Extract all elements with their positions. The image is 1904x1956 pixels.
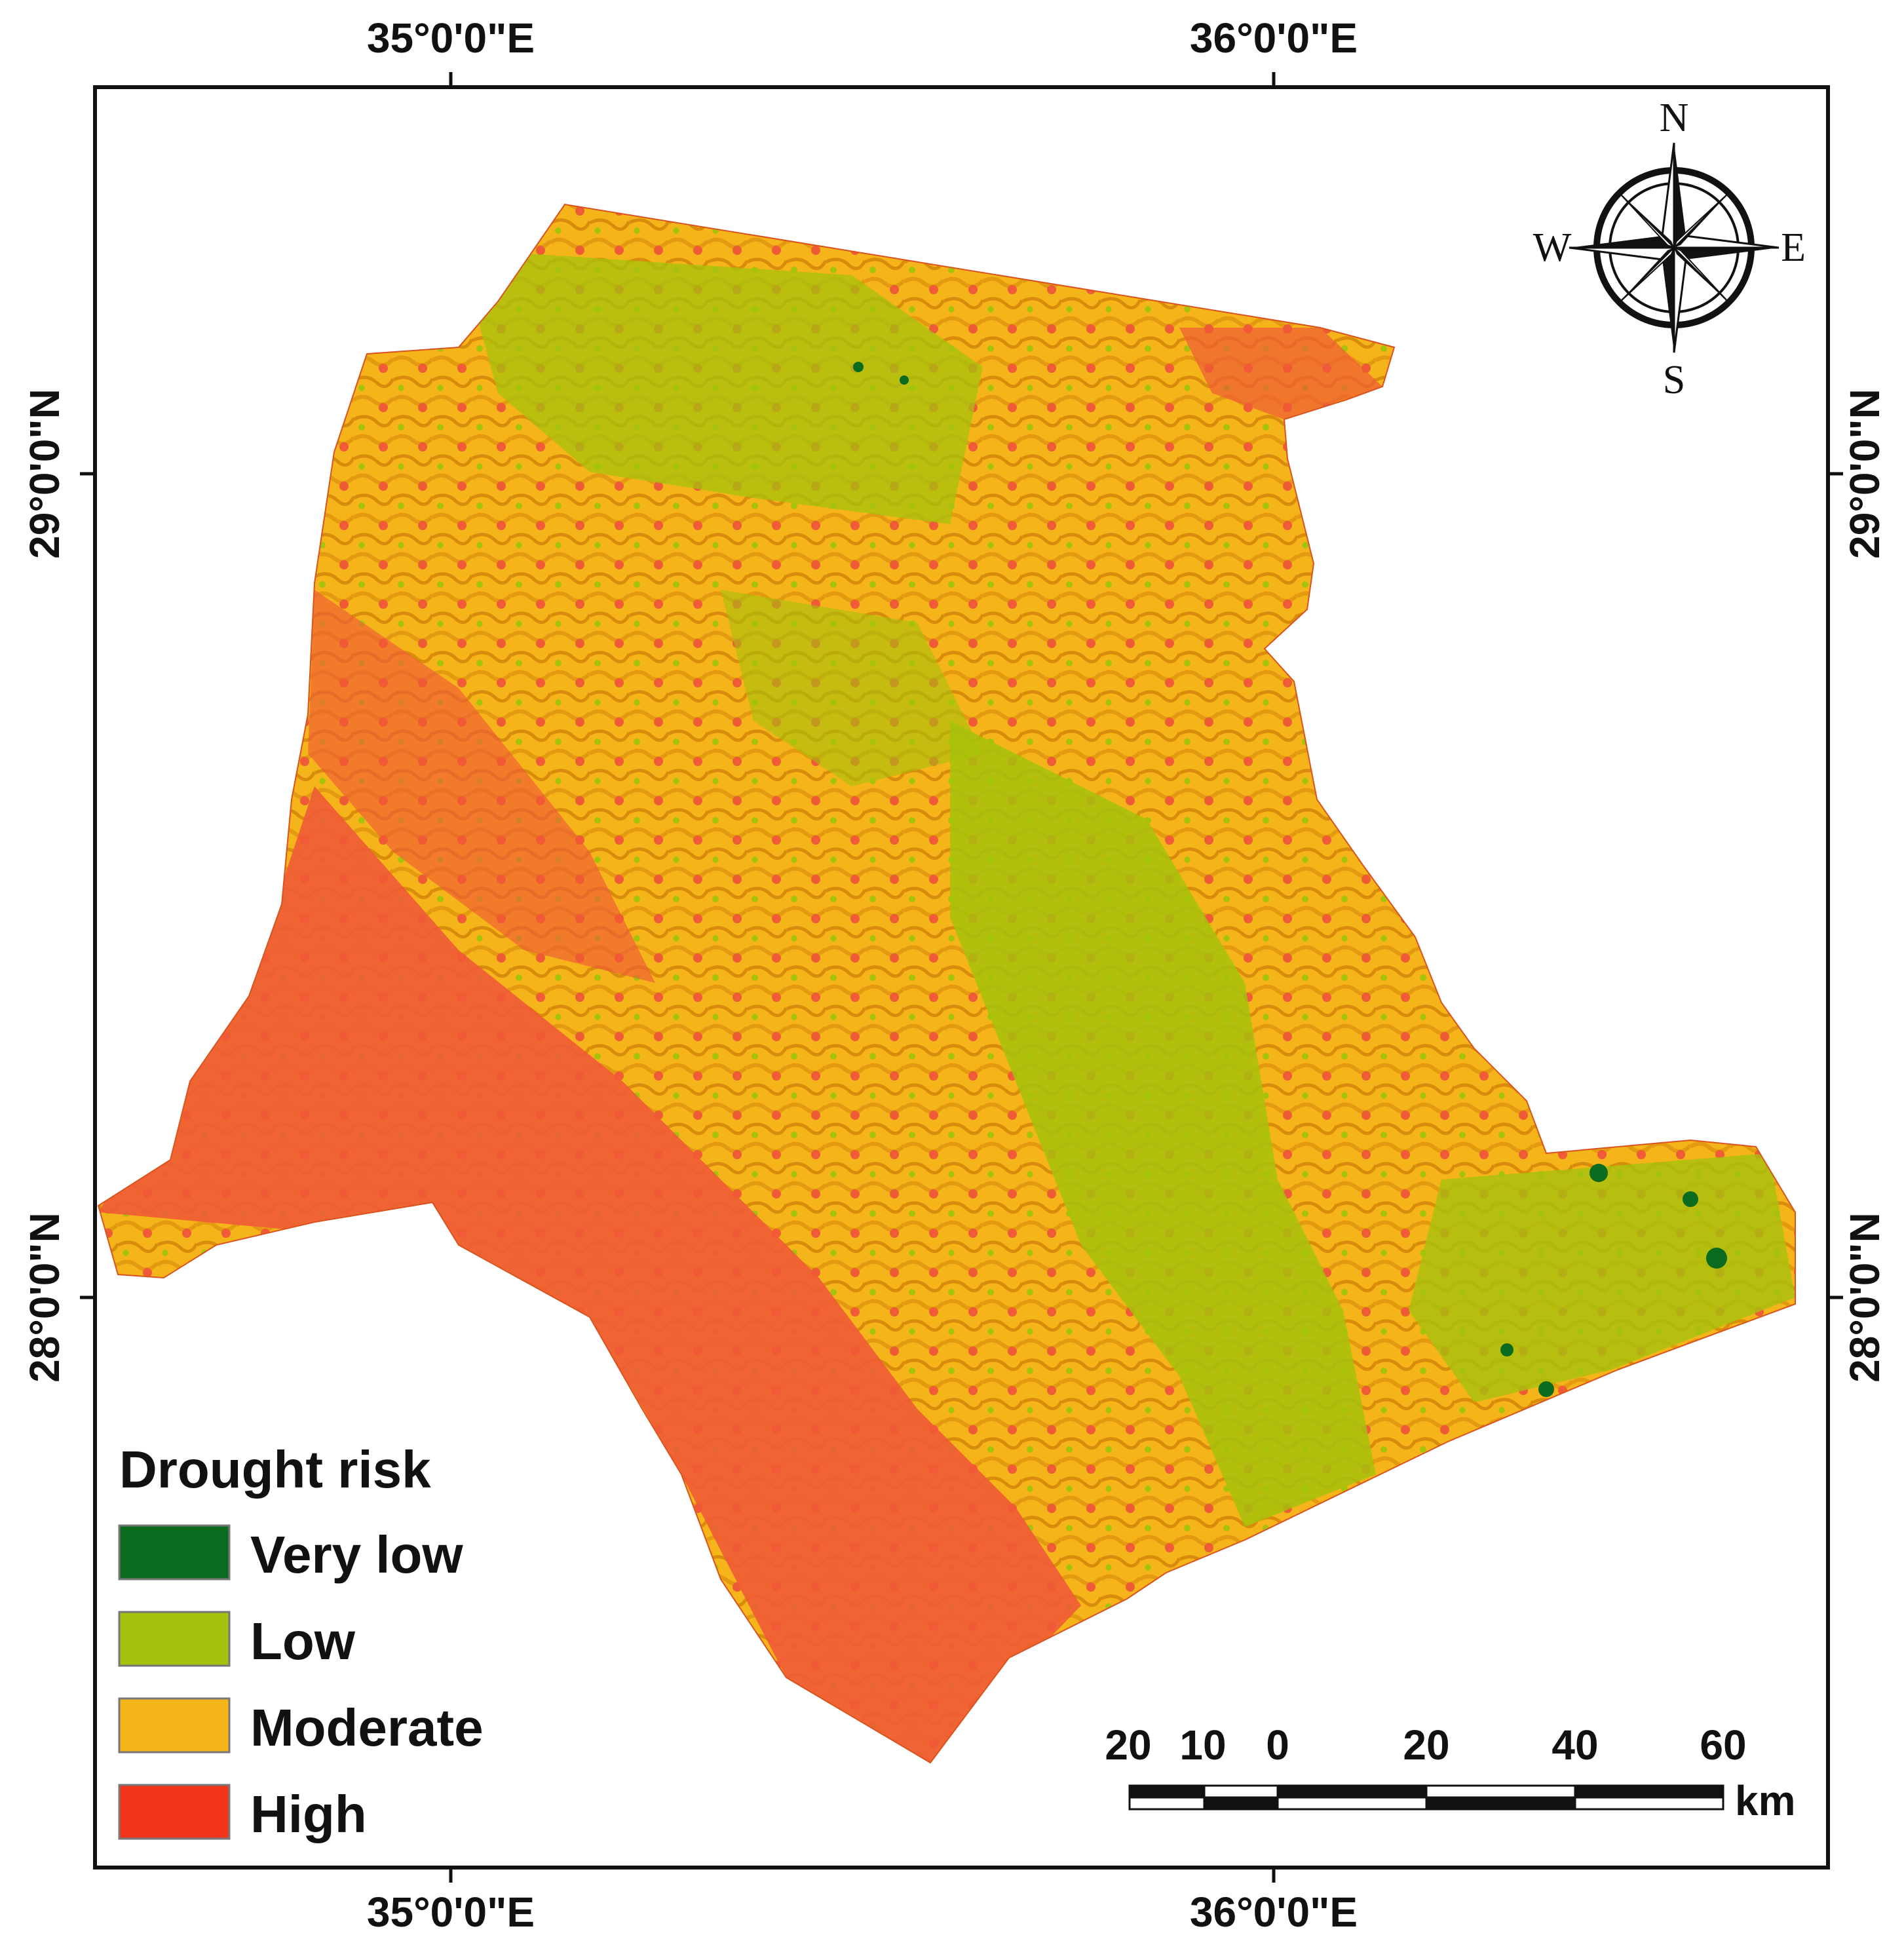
legend-swatch-low [118, 1611, 231, 1667]
compass-south-label: S [1663, 358, 1685, 402]
scale-tick-label-10: 10 [1179, 1721, 1226, 1769]
compass-west-label: W [1533, 225, 1572, 270]
scale-unit-label: km [1735, 1777, 1796, 1824]
region-outline [97, 203, 1796, 1764]
scale-bar: 20 10 0 20 40 60 km [1105, 1721, 1795, 1824]
legend-swatch-very-low [118, 1524, 231, 1581]
legend-label-high: High [250, 1785, 367, 1843]
scale-bar-segments [1128, 1784, 1724, 1811]
scale-tick-label-20: 20 [1403, 1721, 1449, 1769]
legend-swatch-high [118, 1784, 231, 1840]
legend-item-high: High [118, 1784, 367, 1843]
north-arrow-compass: N S E W [1533, 96, 1806, 402]
compass-east-label: E [1781, 225, 1806, 270]
legend-label-low: Low [250, 1612, 356, 1670]
graticule-ticks [80, 72, 1843, 1883]
compass-north-label: N [1660, 96, 1689, 140]
compass-star-icon [1569, 142, 1780, 353]
latitude-label-left-28: 28°0'0"N [21, 1212, 68, 1383]
legend: Drought risk Very low Low Moderate High [118, 1440, 484, 1843]
legend-title: Drought risk [119, 1440, 431, 1499]
longitude-label-top-36: 36°0'0"E [1190, 14, 1358, 62]
latitude-label-left-29: 29°0'0"N [21, 389, 68, 559]
longitude-label-bottom-35: 35°0'0"E [367, 1889, 535, 1936]
legend-label-very-low: Very low [250, 1525, 463, 1584]
legend-swatch-moderate [118, 1697, 231, 1754]
legend-item-very-low: Very low [118, 1524, 463, 1584]
latitude-label-right-29: 29°0'0"N [1841, 389, 1888, 559]
scale-tick-label-60: 60 [1700, 1721, 1746, 1769]
scale-tick-label-20-left: 20 [1105, 1721, 1151, 1769]
longitude-label-top-35: 35°0'0"E [367, 14, 535, 62]
longitude-label-bottom-36: 36°0'0"E [1190, 1889, 1358, 1936]
scale-tick-label-0: 0 [1266, 1721, 1289, 1769]
legend-label-moderate: Moderate [250, 1698, 484, 1757]
latitude-label-right-28: 28°0'0"N [1841, 1212, 1888, 1383]
map-frame [93, 85, 1830, 1870]
scale-tick-label-40: 40 [1552, 1721, 1598, 1769]
legend-item-low: Low [118, 1611, 356, 1670]
legend-item-moderate: Moderate [118, 1697, 484, 1757]
